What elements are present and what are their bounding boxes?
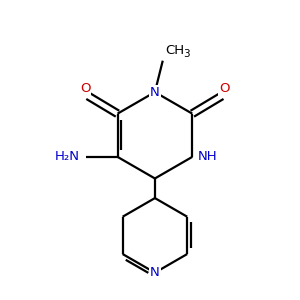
Text: CH: CH <box>165 44 184 57</box>
Text: N: N <box>150 85 160 99</box>
Text: NH: NH <box>198 150 218 164</box>
Text: O: O <box>80 82 90 95</box>
Text: H₂N: H₂N <box>55 150 80 164</box>
Text: 3: 3 <box>183 49 190 59</box>
Text: N: N <box>150 266 160 279</box>
Text: O: O <box>219 82 230 95</box>
